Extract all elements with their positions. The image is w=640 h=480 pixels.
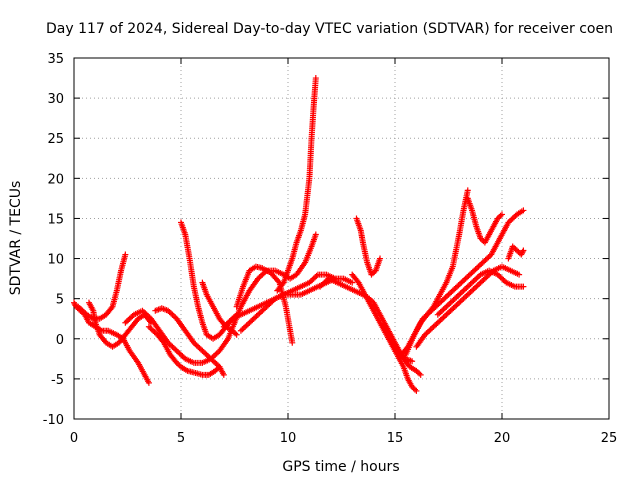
- data-point: [520, 207, 527, 214]
- x-tick-label: 20: [494, 431, 511, 446]
- data-point: [409, 358, 416, 365]
- series-s15: [353, 215, 384, 278]
- y-tick-label: 35: [47, 52, 64, 67]
- x-tick-label: 10: [280, 431, 297, 446]
- data-point: [516, 271, 523, 278]
- data-point: [520, 247, 527, 254]
- y-tick-label: -5: [51, 373, 64, 388]
- data-point: [520, 283, 527, 290]
- series-s12: [237, 271, 339, 334]
- series-s17: [381, 323, 424, 378]
- data-point: [159, 338, 166, 345]
- tick-labels: 0 5 10 15 20 25 -10 -5 0 5 10 15 20 25 30 35: [43, 52, 618, 446]
- series-s22: [464, 195, 505, 246]
- data-point: [108, 305, 115, 312]
- chart-title: Day 117 of 2024, Sidereal Day-to-day VTE…: [46, 21, 613, 37]
- data-point: [312, 231, 319, 238]
- data-point: [413, 387, 420, 394]
- data-point: [499, 211, 505, 218]
- data-point: [145, 379, 152, 386]
- data-point: [275, 278, 282, 285]
- data-point: [349, 279, 356, 286]
- data-point: [312, 75, 319, 82]
- y-tick-label: 10: [47, 253, 64, 268]
- data-point: [220, 371, 227, 378]
- data-point: [464, 187, 471, 194]
- series-s2: [75, 251, 129, 322]
- y-tick-label: 0: [56, 333, 64, 348]
- y-tick-label: 30: [47, 92, 64, 107]
- data-point: [403, 345, 410, 352]
- series-s23: [505, 243, 527, 262]
- x-tick-label: 5: [177, 431, 185, 446]
- data-points: [71, 75, 527, 394]
- data-point: [354, 278, 361, 285]
- y-tick-label: 25: [47, 132, 64, 147]
- data-point: [417, 371, 424, 378]
- series-s4: [122, 307, 238, 366]
- plot-frame: [73, 57, 610, 420]
- data-point: [233, 331, 240, 338]
- y-tick-label: -10: [43, 413, 64, 428]
- x-axis-title: GPS time / hours: [282, 459, 399, 475]
- data-point: [289, 339, 296, 346]
- series-s6: [152, 305, 227, 378]
- y-tick-label: 5: [56, 293, 64, 308]
- x-tick-label: 0: [70, 431, 78, 446]
- axis-ticks: [73, 57, 610, 420]
- x-tick-label: 15: [387, 431, 404, 446]
- series-s13: [274, 75, 319, 294]
- data-point: [377, 255, 384, 262]
- data-point: [279, 280, 286, 287]
- series-s21: [434, 267, 527, 318]
- series-s20: [413, 263, 523, 350]
- y-tick-label: 15: [47, 212, 64, 227]
- data-point: [429, 305, 436, 312]
- x-tick-label: 25: [601, 431, 618, 446]
- series-s8: [199, 279, 240, 338]
- y-tick-label: 20: [47, 172, 64, 187]
- data-point: [122, 251, 129, 258]
- series-s5: [145, 323, 223, 378]
- y-axis-title: SDTVAR / TECUs: [8, 181, 24, 296]
- data-point: [519, 248, 526, 255]
